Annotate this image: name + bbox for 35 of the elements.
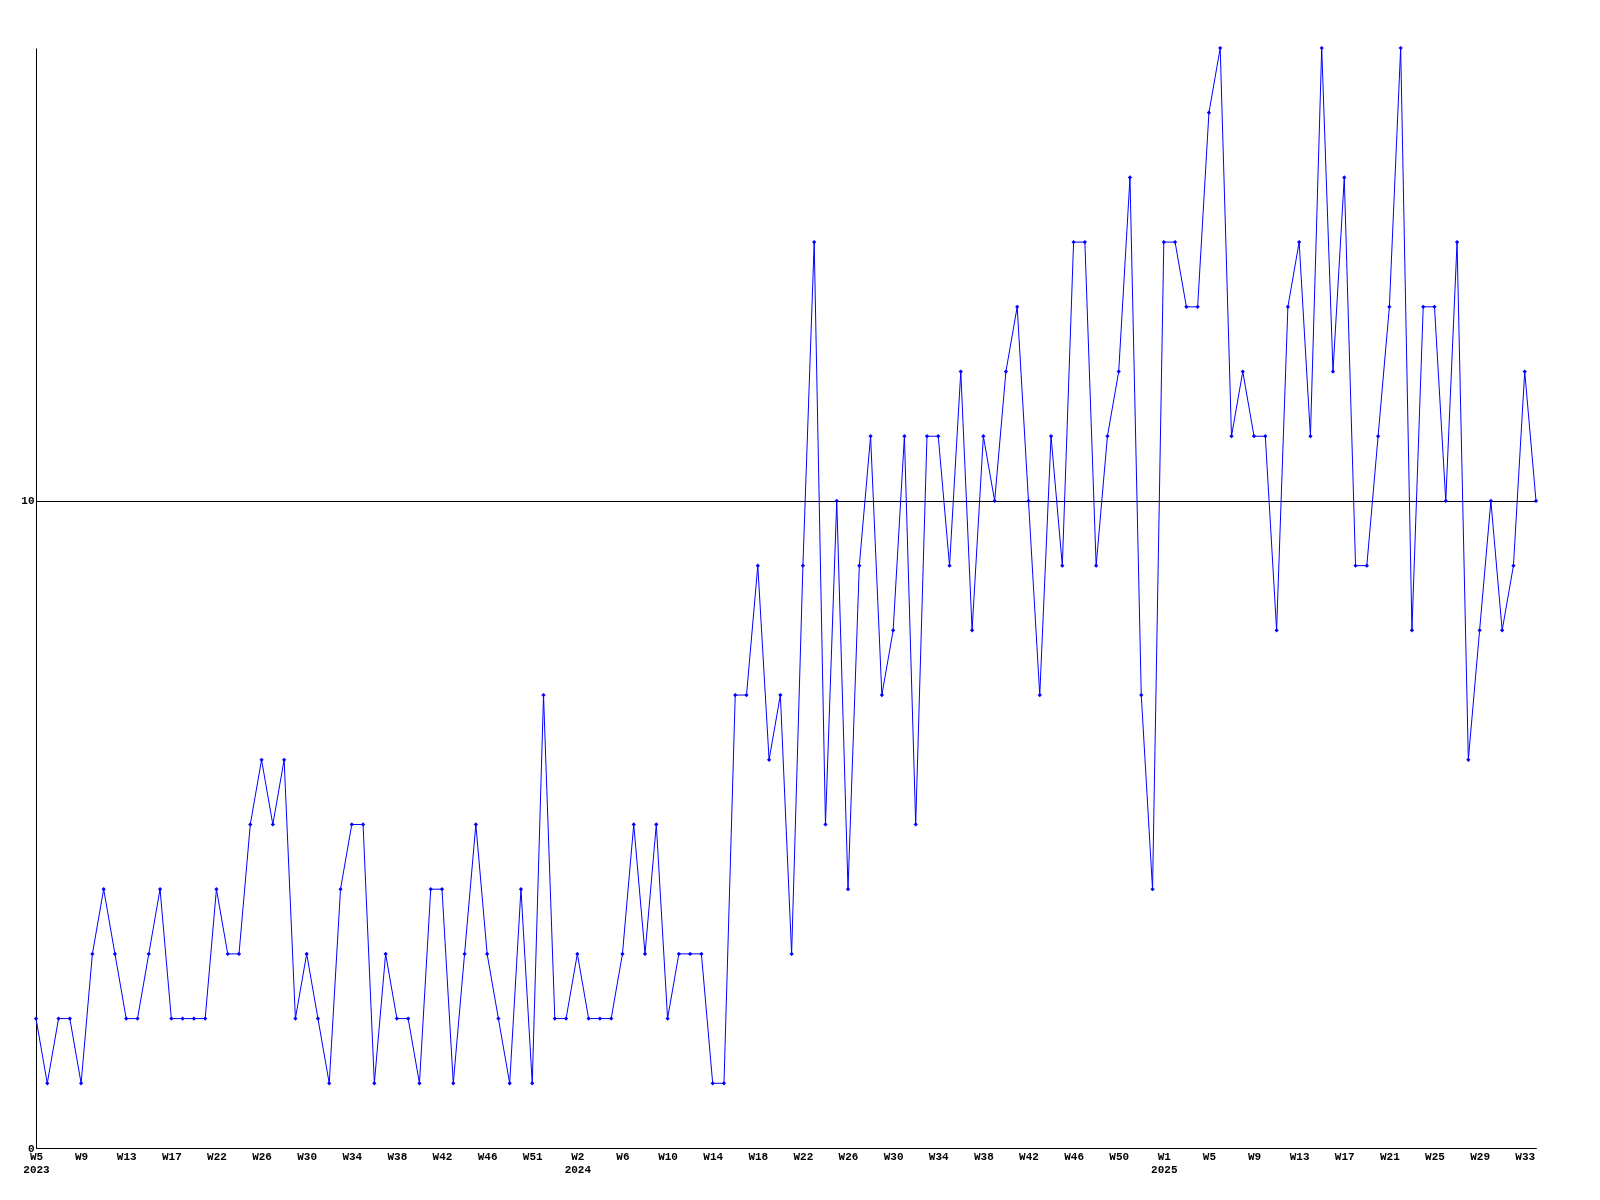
x-tick-label: W38 (387, 1150, 408, 1163)
x-tick-label: W26 (838, 1150, 859, 1163)
x-tick-label: W13 (1289, 1150, 1310, 1163)
x-tick-label: W17 (1334, 1150, 1355, 1163)
x-tick-label: W21 (1379, 1150, 1401, 1163)
x-tick-label: W51 (522, 1150, 544, 1163)
x-tick-label: W22 (207, 1150, 227, 1163)
x-tick-label: W5 (1202, 1150, 1217, 1163)
x-tick-label: W18 (748, 1150, 769, 1163)
x-tick-label: W25 (1425, 1150, 1446, 1163)
x-tick-label: W33 (1515, 1150, 1536, 1163)
x-tick-label: W6 (616, 1150, 630, 1163)
x-tick-label: W1 2025 (1151, 1150, 1178, 1176)
x-tick-label: W30 (883, 1150, 904, 1163)
x-tick-label: W50 (1109, 1150, 1130, 1163)
x-tick-label: W29 (1470, 1150, 1491, 1163)
x-tick-label: W17 (161, 1150, 182, 1163)
x-tick-label: W42 (432, 1150, 453, 1163)
x-tick-label: W9 (75, 1150, 89, 1163)
x-tick-label: W5 2023 (23, 1150, 51, 1176)
x-tick-label: W46 (477, 1150, 498, 1163)
x-tick-label: W34 (342, 1150, 363, 1163)
x-tick-label: W22 (793, 1150, 814, 1163)
x-tick-label: W10 (658, 1150, 678, 1163)
x-tick-label: W2 2024 (564, 1150, 592, 1176)
x-tick-label: W38 (973, 1150, 995, 1163)
y-tick-label: 10 (21, 495, 35, 508)
x-tick-label: W34 (928, 1150, 950, 1163)
x-tick-label: W42 (1019, 1150, 1039, 1163)
x-tick-label: W26 (252, 1150, 272, 1163)
x-tick-label: W14 (703, 1150, 724, 1163)
x-tick-label: W9 (1247, 1150, 1262, 1163)
x-tick-label: W46 (1064, 1150, 1084, 1163)
x-tick-label: W30 (297, 1150, 318, 1163)
x-tick-label: W13 (116, 1150, 138, 1163)
